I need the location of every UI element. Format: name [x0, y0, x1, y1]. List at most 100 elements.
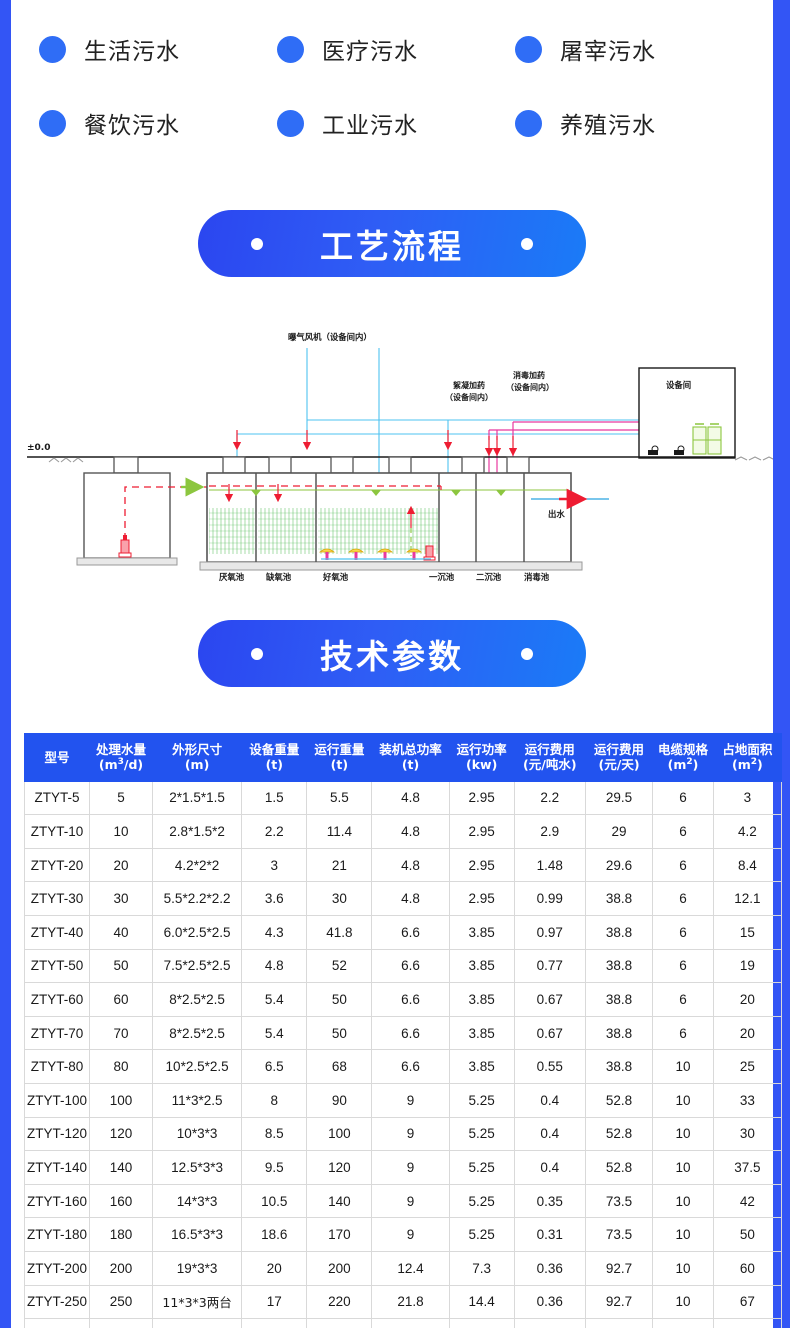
spec-table-header-cell: 处理水量 (m3/d) [89, 733, 153, 782]
svg-text:出水: 出水 [548, 509, 565, 519]
wastewater-type-item: 养殖污水 [515, 106, 753, 140]
tank-label: 一沉池 [429, 572, 455, 582]
spec-value-cell: 6 [652, 1015, 714, 1051]
spec-value-cell: 12.1 [712, 881, 783, 917]
spec-value-cell: 2.9 [513, 814, 586, 849]
banner-dot-right-icon [521, 647, 533, 660]
spec-value-cell: 220 [306, 1284, 373, 1320]
spec-value-cell: 12.4 [371, 1250, 450, 1286]
spec-value-cell: 2.2 [513, 780, 586, 816]
spec-value-cell: 140 [306, 1183, 373, 1219]
spec-value-cell: 4.8 [371, 780, 450, 816]
wastewater-type-item: 工业污水 [277, 106, 515, 140]
tank-label: 消毒池 [524, 572, 550, 582]
spec-value-cell [151, 1318, 243, 1328]
wastewater-type-item: 屠宰污水 [515, 32, 753, 66]
spec-value-cell: 6 [652, 982, 714, 1017]
spec-value-cell: 9 [371, 1150, 450, 1185]
spec-value-cell: 29 [584, 814, 654, 849]
spec-value-cell: 8*2.5*2.5 [151, 982, 243, 1017]
spec-table-row: ZTYT-100 100 11*3*2.5 8 90 9 5.25 0.4 52.8 10 33 [23, 1083, 783, 1118]
wastewater-type-list: 生活污水 医疗污水 屠宰污水 餐饮污水 工业污水 养殖污水 [11, 22, 773, 140]
spec-value-cell: 6.0*2.5*2.5 [151, 915, 243, 950]
flocculation-label-1: 絮凝加药 [453, 380, 485, 390]
spec-value-cell: 29.5 [584, 780, 654, 816]
spec-value-cell: 10 [652, 1150, 714, 1185]
spec-value-cell: 0.97 [513, 915, 586, 950]
spec-value-cell: 2.95 [448, 780, 515, 816]
spec-table-header-cell: 运行费用 (元/吨水) [513, 733, 586, 782]
spec-value-cell: 4.8 [371, 847, 450, 883]
spec-value-cell: 120 [89, 1116, 153, 1152]
spec-value-cell: 5.25 [448, 1116, 515, 1152]
left-blue-rail [0, 0, 11, 1328]
tank-label: 厌氧池 [219, 572, 245, 582]
elevation-label: ±0.0 [27, 443, 50, 453]
spec-value-cell: 52.8 [584, 1116, 654, 1152]
spec-value-cell: 2.8*1.5*2 [151, 814, 243, 849]
spec-value-cell: 19 [712, 948, 783, 984]
spec-value-cell: 8.4 [712, 847, 783, 883]
spec-value-cell: 0.31 [513, 1217, 586, 1252]
spec-value-cell [652, 1318, 714, 1328]
spec-model-cell: ZTYT-70 [23, 1015, 91, 1051]
spec-value-cell: 38.8 [584, 915, 654, 950]
spec-table-header-cell: 电缆规格 (m2) [652, 733, 714, 782]
spec-value-cell: 0.55 [513, 1049, 586, 1084]
aerator-diffusers [318, 548, 423, 560]
spec-value-cell: 10 [652, 1083, 714, 1118]
spec-value-cell: 0.36 [513, 1250, 586, 1286]
spec-value-cell: 4.8 [371, 881, 450, 917]
spec-table-row: ZTYT-50 50 7.5*2.5*2.5 4.8 52 6.6 3.85 0.77 38.8… [23, 948, 783, 984]
spec-value-cell: 4.2*2*2 [151, 847, 243, 883]
spec-value-cell: 0.35 [513, 1183, 586, 1219]
spec-value-cell: 3.85 [448, 948, 515, 984]
spec-value-cell: 2.95 [448, 814, 515, 849]
spec-value-cell: 12.5*3*3 [151, 1150, 243, 1185]
spec-value-cell: 4.3 [241, 915, 308, 950]
spec-value-cell: 30 [89, 881, 153, 917]
spec-value-cell: 6 [652, 948, 714, 984]
spec-value-cell: 38.8 [584, 982, 654, 1017]
spec-value-cell: 6 [652, 881, 714, 917]
spec-value-cell: 52 [306, 948, 373, 984]
spec-value-cell: 10 [652, 1250, 714, 1286]
spec-value-cell: 0.67 [513, 982, 586, 1017]
spec-table-row: ZTYT-160 160 14*3*3 10.5 140 9 5.25 0.35 73.5 10 4… [23, 1183, 783, 1219]
spec-value-cell: 11.4 [306, 814, 373, 849]
spec-table-row: ZTYT-80 80 10*2.5*2.5 6.5 68 6.6 3.85 0.55 38.8 1… [23, 1049, 783, 1084]
spec-value-cell [306, 1318, 373, 1328]
spec-value-cell: 3.85 [448, 982, 515, 1017]
spec-value-cell: 5.5*2.2*2.2 [151, 881, 243, 917]
ground-hatch [48, 456, 773, 463]
spec-value-cell: 38.8 [584, 948, 654, 984]
spec-value-cell: 0.36 [513, 1284, 586, 1320]
wastewater-type-label: 生活污水 [84, 39, 180, 65]
spec-table-header-cell: 运行功率 (kw) [448, 733, 515, 782]
spec-value-cell: 21.8 [371, 1284, 450, 1320]
spec-table-header-cell: 装机总功率 (t) [371, 733, 450, 782]
spec-model-cell: ZTYT-40 [23, 915, 91, 950]
spec-model-cell: ZTYT-30 [23, 881, 91, 917]
spec-value-cell: 3 [712, 780, 783, 816]
spec-value-cell: 170 [306, 1217, 373, 1252]
spec-value-cell: 1.5 [241, 780, 308, 816]
spec-value-cell: 67 [712, 1284, 783, 1320]
spec-value-cell: 5.4 [241, 1015, 308, 1051]
spec-value-cell: 20 [712, 1015, 783, 1051]
spec-value-cell: 50 [306, 1015, 373, 1051]
spec-value-cell: 3.85 [448, 1049, 515, 1084]
spec-model-cell: ZTYT-250 [23, 1284, 91, 1320]
spec-value-cell: 250 [89, 1284, 153, 1320]
spec-model-cell: ZTYT-20 [23, 847, 91, 883]
spec-value-cell: 4.8 [241, 948, 308, 984]
spec-table-row: ZTYT-200 200 19*3*3 20 200 12.4 7.3 0.36 92.7 10 6… [23, 1250, 783, 1286]
spec-value-cell: 18.6 [241, 1217, 308, 1252]
spec-model-cell: ZTYT-10 [23, 814, 91, 849]
banner-title: 工艺流程 [320, 226, 464, 266]
banner-dot-right-icon [521, 237, 533, 250]
wastewater-type-label: 养殖污水 [560, 113, 656, 139]
spec-value-cell: 30 [712, 1116, 783, 1152]
banner-dot-left-icon [251, 237, 263, 250]
spec-table-wrapper: 型号 处理水量 (m3/d) 外形尺寸 (m) 设备重量 (t) 运行重量 (t) 装机总功率 (t… [23, 733, 783, 1328]
